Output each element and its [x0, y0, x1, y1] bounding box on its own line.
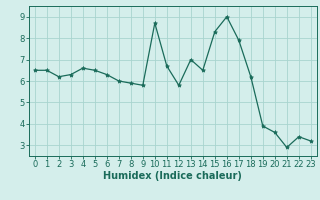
X-axis label: Humidex (Indice chaleur): Humidex (Indice chaleur): [103, 171, 242, 181]
